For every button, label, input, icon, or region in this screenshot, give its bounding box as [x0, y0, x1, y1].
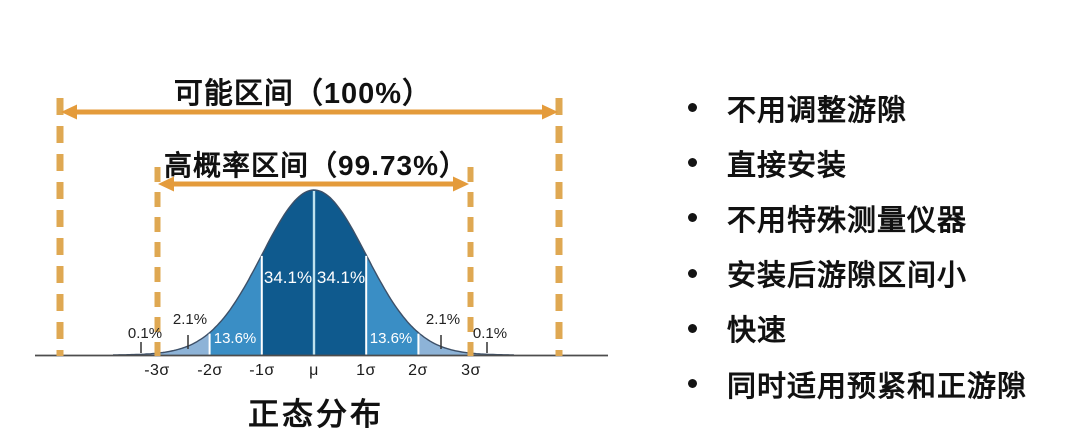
possible-interval-label: 可能区间（100%） [173, 78, 433, 110]
percent-label-right-34-1: 34.1% [316, 268, 366, 287]
percent-label-right-0-1: 0.1% [472, 325, 508, 342]
benefit-item: 不用调整游隙 [680, 80, 1070, 135]
benefits-list: 不用调整游隙 直接安装 不用特殊测量仪器 安装后游隙区间小 快速 同时适用预紧和… [680, 80, 1070, 411]
sigma-label-plus3: 3σ [461, 362, 481, 379]
high-probability-interval-arrow [158, 176, 469, 192]
sigma-label-plus2: 2σ [408, 362, 428, 379]
sigma-label-minus1: -1σ [249, 362, 275, 379]
benefit-text: 不用特殊测量仪器 [727, 204, 968, 237]
benefit-item: 同时适用预紧和正游隙 [680, 356, 1070, 411]
high-probability-interval-label: 高概率区间（99.73%） [164, 150, 468, 181]
benefit-item: 安装后游隙区间小 [680, 246, 1070, 301]
percent-label-left-34-1: 34.1% [263, 268, 313, 287]
benefit-text: 同时适用预紧和正游隙 [727, 370, 1028, 403]
sigma-label-mu: μ [309, 362, 319, 379]
bullet-icon [688, 379, 697, 389]
percent-label-left-2-1: 2.1% [172, 311, 208, 328]
normal-distribution-figure: 可能区间（100%） 高概率区间（99.73%） 0.1% 2.1% 13.6%… [35, 78, 608, 432]
percent-label-right-13-6: 13.6% [369, 330, 413, 347]
possible-interval-arrow [61, 104, 558, 120]
percent-label-right-2-1: 2.1% [425, 311, 461, 328]
sigma-label-minus3: -3σ [144, 362, 170, 379]
sigma-label-plus1: 1σ [356, 362, 376, 379]
benefit-text: 不用调整游隙 [727, 94, 908, 127]
percent-label-left-13-6: 13.6% [213, 330, 257, 347]
bell-curve-outline [113, 189, 514, 356]
bullet-icon [688, 103, 697, 113]
chart-title: 正态分布 [248, 397, 384, 432]
percent-label-left-0-1: 0.1% [127, 325, 163, 342]
benefit-item: 不用特殊测量仪器 [680, 190, 1070, 245]
benefit-text: 安装后游隙区间小 [727, 260, 968, 293]
benefit-text: 快速 [727, 315, 788, 348]
bullet-icon [688, 323, 697, 333]
benefit-item: 快速 [680, 301, 1070, 356]
sigma-label-minus2: -2σ [197, 362, 223, 379]
curve-layer [113, 189, 515, 356]
bullet-icon [688, 158, 697, 168]
bullet-icon [688, 268, 697, 278]
bullet-icon [688, 213, 697, 223]
distribution-band [157, 332, 210, 355]
benefit-item: 直接安装 [680, 135, 1070, 190]
bell-curve-svg [35, 98, 608, 357]
distribution-band [418, 332, 471, 355]
benefit-text: 直接安装 [727, 149, 848, 182]
